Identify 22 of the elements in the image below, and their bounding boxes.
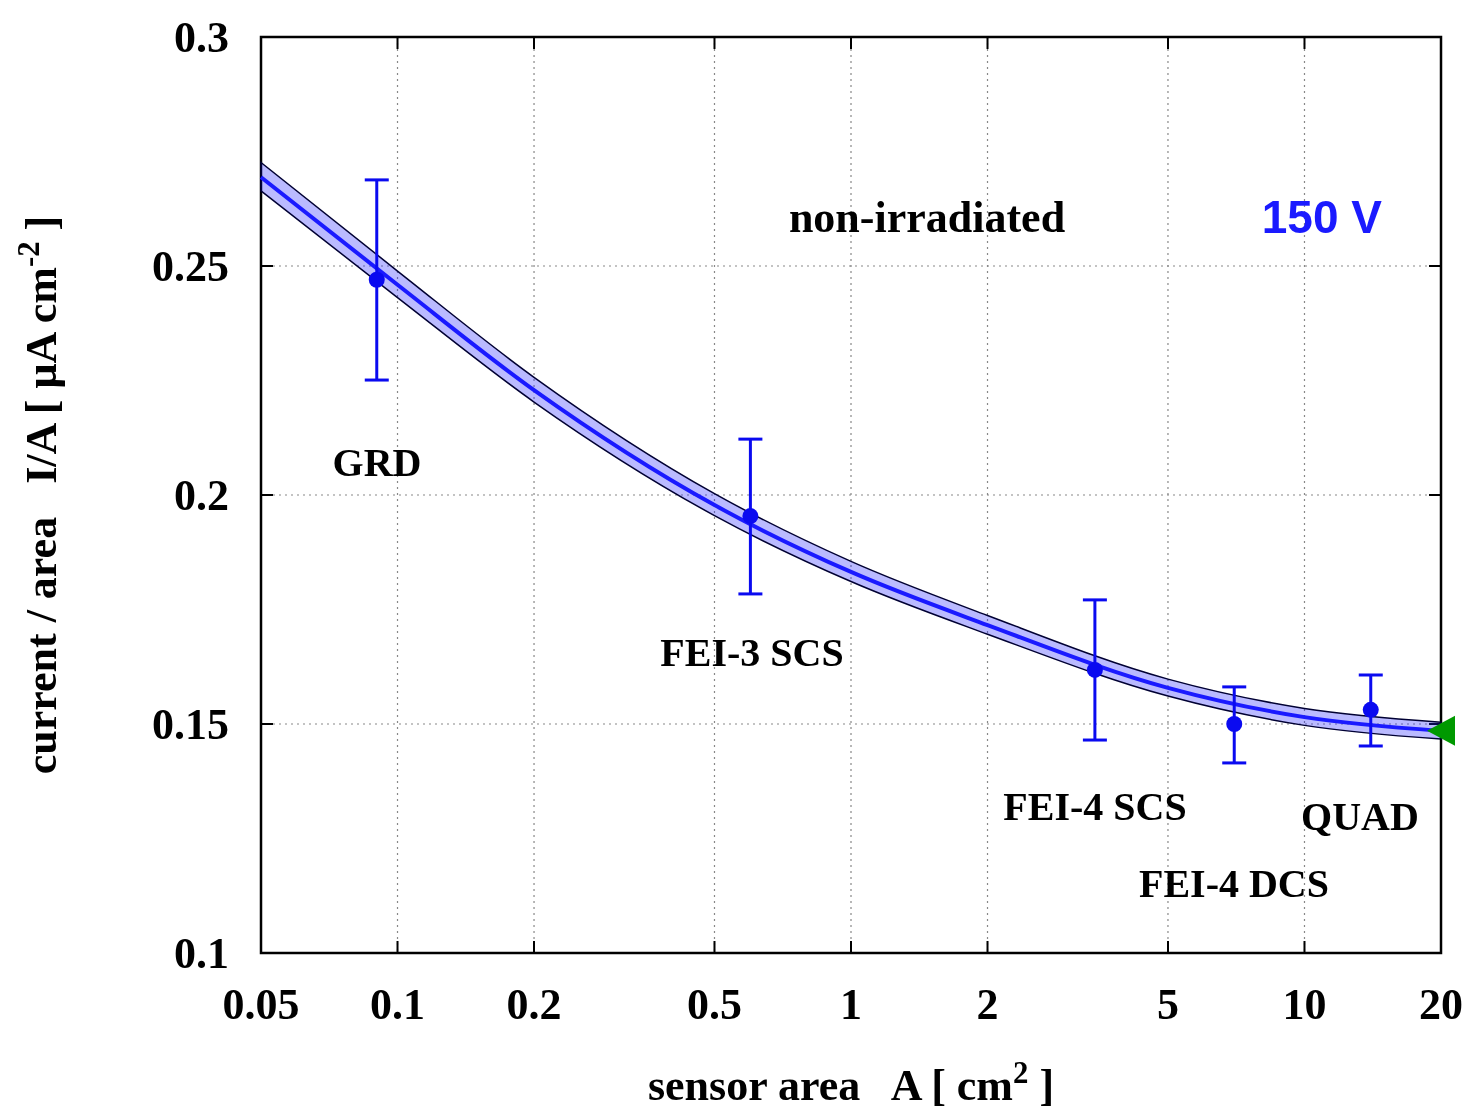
annotation: FEI-3 SCS — [660, 630, 844, 675]
annotation: FEI-4 SCS — [1003, 784, 1187, 829]
x-tick-label: 5 — [1156, 980, 1179, 1029]
x-tick-label: 20 — [1419, 980, 1463, 1029]
x-tick-label: 0.2 — [506, 980, 562, 1029]
x-axis-title: sensor area A [ cm$^{2}$ ] — [647, 1056, 1055, 1110]
y-tick-label: 0.3 — [174, 13, 229, 62]
x-tick-label: 2 — [976, 980, 999, 1029]
annotation: non-irradiated — [788, 193, 1066, 242]
x-tick-label: 10 — [1282, 980, 1327, 1029]
y-tick-label: 0.1 — [174, 929, 229, 978]
annotation: GRD — [332, 440, 422, 485]
x-tick-label: 0.1 — [370, 980, 426, 1029]
x-tick-label: 0.05 — [222, 980, 300, 1029]
y-tick-label: 0.25 — [152, 242, 229, 291]
x-tick-label: 1 — [840, 980, 862, 1029]
annotation: QUAD — [1301, 794, 1419, 839]
text: 150 V — [1261, 191, 1383, 243]
annotation: FEI-4 DCS — [1138, 861, 1330, 906]
y-tick-label: 0.2 — [174, 471, 229, 520]
y-tick-label: 0.15 — [152, 700, 229, 749]
x-tick-label: 0.5 — [686, 980, 742, 1029]
